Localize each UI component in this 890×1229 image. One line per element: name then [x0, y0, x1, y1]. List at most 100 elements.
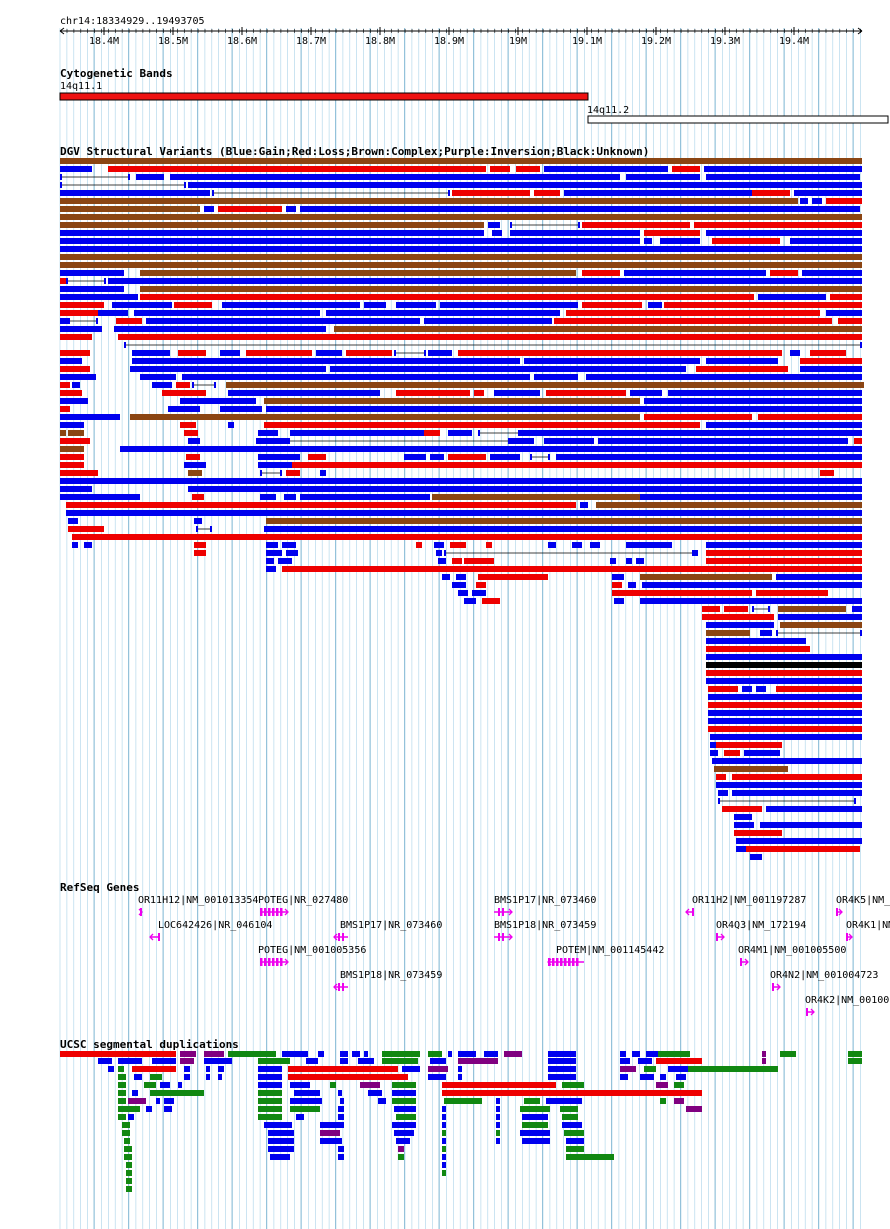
segdup-feature[interactable]	[338, 1146, 344, 1152]
segdup-feature[interactable]	[126, 1162, 132, 1168]
segdup-feature[interactable]	[458, 1051, 476, 1057]
dgv-variant[interactable]	[626, 558, 632, 564]
dgv-variant[interactable]	[706, 646, 810, 652]
dgv-variant[interactable]	[826, 198, 862, 204]
refseq-gene[interactable]: OR4N2|NM_001004723	[770, 970, 878, 991]
dgv-variant[interactable]	[442, 574, 450, 580]
dgv-variant[interactable]	[770, 270, 798, 276]
dgv-variant[interactable]	[644, 238, 652, 244]
segdup-feature[interactable]	[442, 1090, 702, 1096]
dgv-variant[interactable]	[60, 278, 66, 284]
segdup-feature[interactable]	[122, 1130, 130, 1136]
dgv-variant[interactable]	[854, 438, 862, 444]
segdup-feature[interactable]	[522, 1114, 548, 1120]
dgv-variant[interactable]	[60, 334, 92, 340]
segdup-feature[interactable]	[134, 1074, 142, 1080]
dgv-variant[interactable]	[118, 334, 862, 340]
segdup-feature[interactable]	[108, 1066, 114, 1072]
dgv-variant[interactable]	[826, 310, 862, 316]
dgv-variant[interactable]	[258, 430, 278, 436]
segdup-feature[interactable]	[164, 1106, 172, 1112]
segdup-feature[interactable]	[458, 1058, 498, 1064]
segdup-feature[interactable]	[392, 1082, 416, 1088]
segdup-feature[interactable]	[522, 1122, 548, 1128]
segdup-feature[interactable]	[290, 1106, 320, 1112]
segdup-feature[interactable]	[674, 1082, 684, 1088]
dgv-variant[interactable]	[696, 366, 788, 372]
dgv-variant[interactable]	[60, 470, 98, 476]
segdup-feature[interactable]	[392, 1090, 416, 1096]
segdup-feature[interactable]	[562, 1114, 578, 1120]
segdup-feature[interactable]	[646, 1051, 658, 1057]
dgv-variant[interactable]	[636, 558, 644, 564]
segdup-feature[interactable]	[206, 1066, 210, 1072]
segdup-feature[interactable]	[442, 1154, 446, 1160]
dgv-variant[interactable]	[60, 454, 84, 460]
dgv-variant[interactable]	[548, 542, 556, 548]
dgv-variant[interactable]	[60, 358, 82, 364]
dgv-variant[interactable]	[758, 294, 826, 300]
segdup-feature[interactable]	[268, 1130, 294, 1136]
dgv-variant[interactable]	[60, 318, 70, 324]
segdup-feature[interactable]	[128, 1114, 134, 1120]
dgv-variant[interactable]	[810, 350, 846, 356]
dgv-variant[interactable]	[68, 430, 84, 436]
dgv-variant[interactable]	[188, 438, 200, 444]
dgv-variant[interactable]	[204, 206, 214, 212]
dgv-variant[interactable]	[758, 414, 862, 420]
dgv-variant[interactable]	[546, 390, 626, 396]
segdup-feature[interactable]	[520, 1106, 550, 1112]
dgv-variant[interactable]	[184, 182, 186, 188]
segdup-feature[interactable]	[144, 1082, 156, 1088]
dgv-variant[interactable]	[790, 238, 862, 244]
segdup-feature[interactable]	[132, 1066, 176, 1072]
segdup-feature[interactable]	[358, 1058, 374, 1064]
dgv-variant[interactable]	[520, 430, 626, 436]
segdup-feature[interactable]	[340, 1051, 348, 1057]
segdup-feature[interactable]	[290, 1098, 322, 1104]
dgv-variant[interactable]	[60, 382, 70, 388]
dgv-variant[interactable]	[642, 582, 862, 588]
dgv-variant[interactable]	[494, 390, 540, 396]
dgv-variant[interactable]	[180, 422, 196, 428]
dgv-variant[interactable]	[450, 542, 466, 548]
dgv-variant[interactable]	[448, 430, 472, 436]
dgv-variant[interactable]	[716, 742, 782, 748]
refseq-gene[interactable]: OR4K1|NM	[846, 920, 890, 941]
dgv-variant[interactable]	[860, 630, 862, 636]
segdup-feature[interactable]	[780, 1051, 796, 1057]
dgv-variant[interactable]	[718, 790, 728, 796]
dgv-variant[interactable]	[60, 302, 104, 308]
dgv-variant[interactable]	[582, 222, 690, 228]
dgv-variant[interactable]	[176, 382, 190, 388]
dgv-variant[interactable]	[746, 846, 860, 852]
dgv-variant[interactable]	[98, 310, 128, 316]
dgv-variant[interactable]	[210, 526, 212, 532]
segdup-feature[interactable]	[320, 1138, 342, 1144]
dgv-features[interactable]	[60, 158, 864, 860]
dgv-variant[interactable]	[178, 350, 206, 356]
dgv-variant[interactable]	[744, 750, 780, 756]
dgv-variant[interactable]	[544, 166, 668, 172]
dgv-variant[interactable]	[60, 286, 124, 292]
dgv-variant[interactable]	[578, 222, 580, 228]
dgv-variant[interactable]	[212, 190, 214, 196]
dgv-variant[interactable]	[174, 302, 212, 308]
segdup-feature[interactable]	[258, 1074, 282, 1080]
segdup-feature[interactable]	[428, 1066, 448, 1072]
dgv-variant[interactable]	[60, 414, 120, 420]
dgv-variant[interactable]	[60, 230, 484, 236]
dgv-variant[interactable]	[478, 430, 480, 436]
segdup-feature[interactable]	[394, 1130, 414, 1136]
dgv-variant[interactable]	[140, 294, 754, 300]
segdup-feature[interactable]	[118, 1058, 142, 1064]
segdup-feature[interactable]	[126, 1186, 132, 1192]
segdup-feature[interactable]	[340, 1058, 348, 1064]
dgv-variant[interactable]	[706, 670, 862, 676]
segdup-feature[interactable]	[396, 1114, 416, 1120]
segdup-feature[interactable]	[660, 1074, 666, 1080]
refseq-gene[interactable]: OR4M1|NM_001005500	[738, 945, 846, 966]
segdup-feature[interactable]	[444, 1098, 482, 1104]
segdup-feature[interactable]	[442, 1146, 446, 1152]
segdup-feature[interactable]	[124, 1154, 132, 1160]
